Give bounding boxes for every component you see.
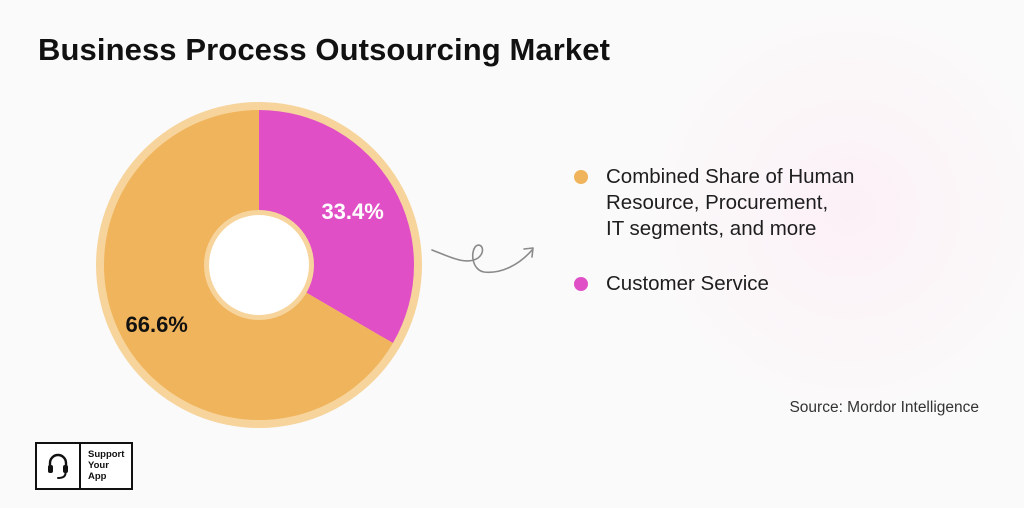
donut-slice	[259, 110, 414, 344]
slice-data-label: 33.4%	[321, 199, 383, 224]
logo-wordmark: Support Your App	[81, 444, 131, 488]
logo-line: Support	[88, 449, 125, 460]
source-note: Source: Mordor Intelligence	[789, 399, 979, 416]
logo-line: Your	[88, 460, 109, 471]
chart-legend: Combined Share of Human Resource, Procur…	[572, 164, 952, 297]
legend-label-line: Customer Service	[606, 272, 769, 295]
donut-slice	[103, 110, 393, 420]
chart-title: Business Process Outsourcing Market	[38, 32, 611, 67]
donut-hole	[209, 215, 309, 315]
legend-swatch	[574, 277, 588, 291]
brand-logo: Support Your App	[35, 442, 133, 490]
background-glow	[640, 0, 1024, 420]
legend-label-line: IT segments, and more	[606, 217, 817, 240]
donut-chart: 33.4% 66.6%	[96, 102, 422, 428]
legend-item-customer-service: Customer Service	[572, 271, 952, 297]
legend-item-other-segments: Combined Share of Human Resource, Procur…	[572, 164, 952, 242]
legend-label-line: Combined Share of Human	[606, 165, 855, 188]
legend-label-line: Resource, Procurement,	[606, 191, 829, 214]
slice-data-label: 66.6%	[125, 312, 187, 337]
logo-line: App	[88, 471, 107, 482]
headset-icon	[37, 444, 81, 488]
curly-arrow-icon	[431, 244, 534, 274]
legend-swatch	[574, 170, 588, 184]
